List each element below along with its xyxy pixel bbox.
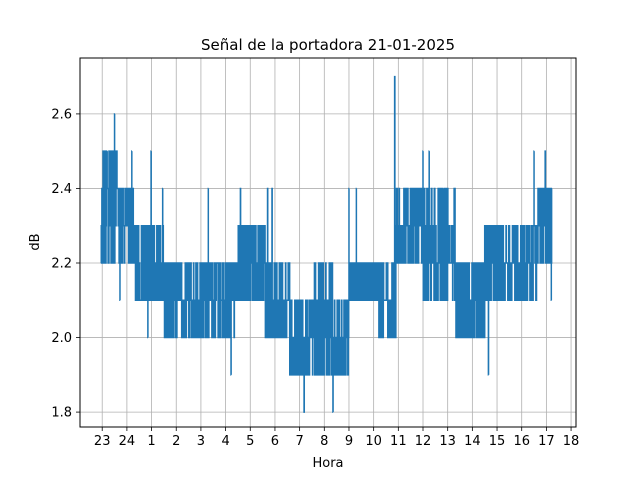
x-tick-label: 18 xyxy=(563,434,580,449)
x-tick-label: 3 xyxy=(197,434,205,449)
plot-frame xyxy=(79,57,577,428)
x-tick-label: 13 xyxy=(439,434,456,449)
x-tick-label: 8 xyxy=(320,434,328,449)
x-tick-label: 9 xyxy=(345,434,353,449)
x-tick-label: 12 xyxy=(415,434,432,449)
y-tick-label: 2.4 xyxy=(51,182,72,197)
x-tick-label: 6 xyxy=(271,434,279,449)
x-tick-label: 17 xyxy=(538,434,555,449)
x-tick-label: 2 xyxy=(172,434,180,449)
y-tick-label: 2.0 xyxy=(51,331,72,346)
signal-line xyxy=(100,75,553,413)
axis-ticks: 23 24 1 2 3 4 5 6 7 8 9 10 11 12 13 14 15 16 17 181.82.02.2… xyxy=(51,107,579,449)
x-tick-label: 1 xyxy=(147,434,155,449)
x-tick-label: 4 xyxy=(221,434,229,449)
series-layer xyxy=(100,75,553,413)
y-tick-label: 2.2 xyxy=(51,257,72,272)
x-tick-label: 7 xyxy=(295,434,303,449)
y-tick-label: 2.6 xyxy=(51,107,72,122)
y-tick-label: 1.8 xyxy=(51,406,72,421)
x-tick-label: 14 xyxy=(464,434,481,449)
y-axis-label: dB xyxy=(28,233,43,250)
x-tick-label: 15 xyxy=(489,434,506,449)
chart-title: Señal de la portadora 21-01-2025 xyxy=(201,36,455,54)
x-axis-label: Hora xyxy=(312,456,343,471)
x-tick-label: 11 xyxy=(390,434,407,449)
x-tick-label: 16 xyxy=(513,434,530,449)
x-tick-label: 24 xyxy=(119,434,136,449)
x-tick-label: 5 xyxy=(246,434,254,449)
x-tick-label: 10 xyxy=(365,434,382,449)
x-tick-label: 23 xyxy=(94,434,111,449)
